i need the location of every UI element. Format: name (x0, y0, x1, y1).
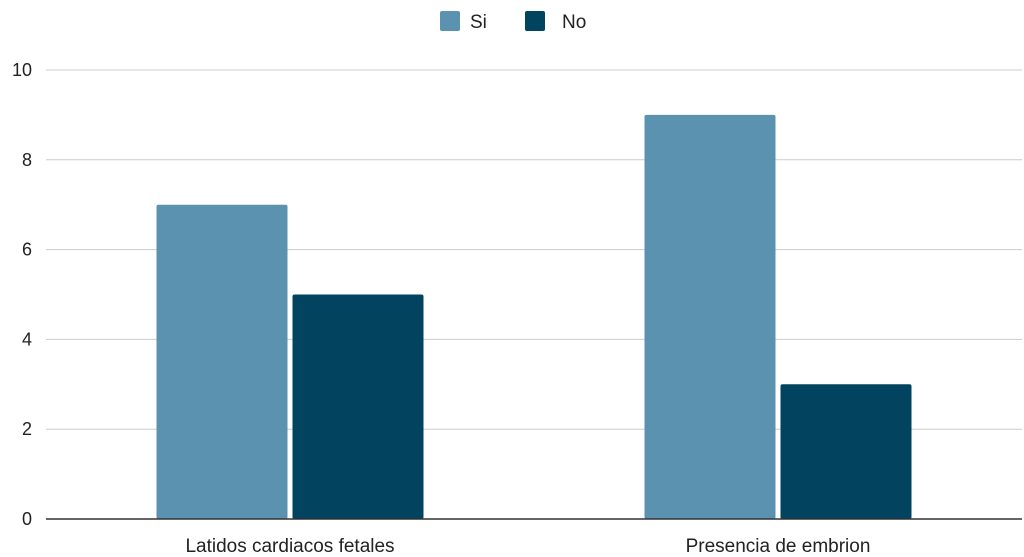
bar-si-2 (644, 114, 776, 520)
x-category-label: Presencia de embrion (686, 536, 871, 557)
legend-label-si: Si (470, 12, 487, 33)
y-tick-label: 8 (22, 150, 32, 170)
x-axis-category-labels: Latidos cardiacos fetales Presencia de em… (185, 536, 870, 557)
legend-label-no: No (562, 12, 586, 33)
legend-swatch-no (525, 11, 545, 31)
legend: Si No (440, 11, 586, 33)
bar-no-1 (292, 294, 424, 519)
bar-no-2 (780, 384, 912, 519)
y-axis-tick-labels: 0 2 4 6 8 10 (12, 60, 32, 529)
y-tick-label: 6 (22, 240, 32, 260)
bar-si-1 (156, 204, 288, 519)
y-tick-label: 10 (12, 60, 32, 80)
legend-swatch-si (440, 11, 460, 31)
y-tick-label: 0 (22, 509, 32, 529)
bars (156, 114, 912, 520)
y-tick-label: 2 (22, 419, 32, 439)
y-tick-label: 4 (22, 329, 32, 349)
x-category-label: Latidos cardiacos fetales (185, 536, 394, 557)
